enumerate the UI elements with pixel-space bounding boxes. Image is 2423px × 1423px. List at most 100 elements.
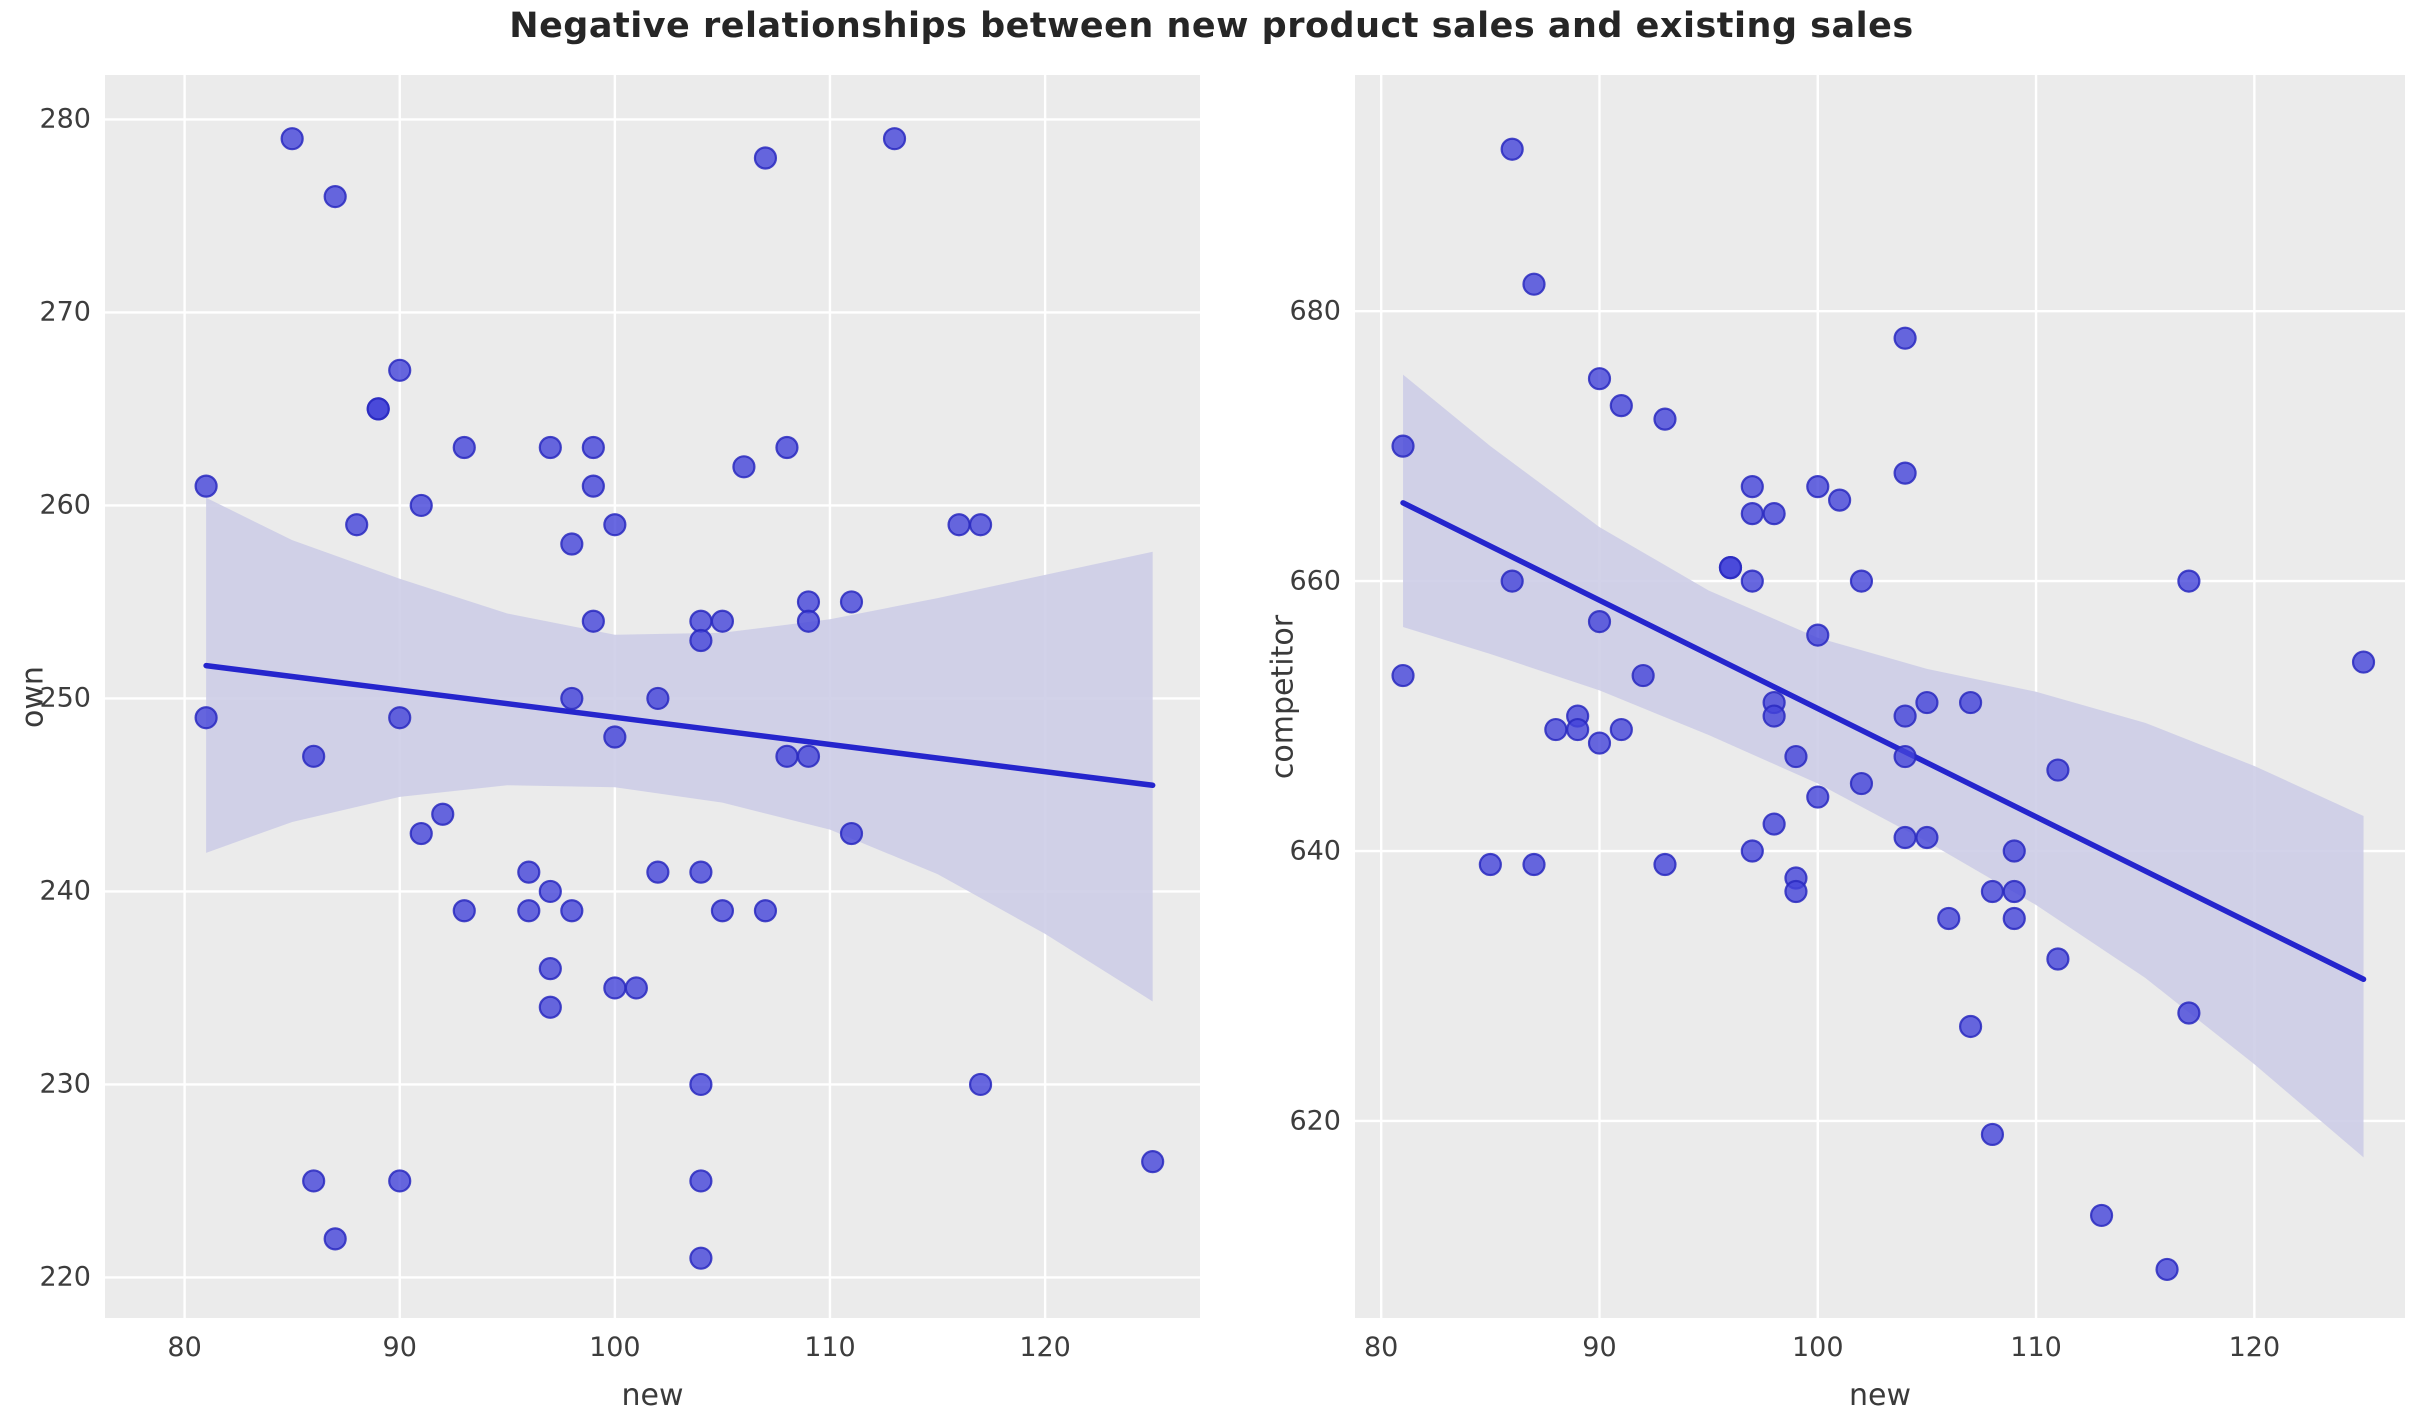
data-point <box>624 976 648 1000</box>
x-tick-label: 80 <box>167 1332 202 1363</box>
data-point <box>775 435 799 460</box>
data-point <box>2002 839 2026 863</box>
data-point <box>839 821 864 846</box>
data-point <box>689 628 713 653</box>
data-point <box>452 899 476 923</box>
data-point <box>1980 1122 2005 1147</box>
data-point <box>538 957 562 981</box>
data-point <box>1806 623 1830 647</box>
x-tick-label: 90 <box>382 1332 417 1363</box>
data-point <box>560 532 584 556</box>
data-point <box>1718 556 1743 580</box>
data-point <box>646 686 670 711</box>
data-point <box>2155 1257 2179 1282</box>
data-point <box>1762 704 1786 728</box>
data-point <box>2046 947 2070 971</box>
data-point <box>194 706 218 730</box>
y-tick-label: 660 <box>1289 565 1341 597</box>
y-tick-label: 280 <box>39 103 91 135</box>
data-point <box>1740 569 1764 593</box>
data-point <box>2351 650 2376 674</box>
x-tick-label: 100 <box>589 1332 641 1363</box>
x-tick-label: 110 <box>2010 1332 2062 1363</box>
data-point <box>1806 785 1830 809</box>
x-tick-label: 110 <box>804 1332 856 1363</box>
data-point <box>1806 475 1830 499</box>
data-point <box>689 860 713 884</box>
data-point <box>1893 704 1917 728</box>
data-point <box>1915 825 1939 850</box>
data-point <box>1500 569 1524 593</box>
data-point <box>689 1246 713 1270</box>
y-tick-label: 640 <box>1289 835 1341 867</box>
data-point <box>2002 906 2026 931</box>
data-point <box>1740 502 1764 526</box>
data-point <box>1653 407 1677 431</box>
data-point <box>388 1169 412 1193</box>
x-tick-label: 100 <box>1792 1332 1844 1363</box>
data-point <box>560 686 584 711</box>
data-point <box>1937 906 1961 931</box>
data-point <box>538 995 562 1019</box>
data-point <box>538 879 562 904</box>
data-point <box>603 976 627 1000</box>
data-point <box>2089 1203 2114 1228</box>
y-tick-label: 240 <box>39 875 91 907</box>
data-point <box>646 860 670 884</box>
y-axis-label: competitor <box>1265 614 1301 779</box>
y-tick-label: 230 <box>39 1068 91 1100</box>
regression-line <box>1400 500 2367 982</box>
data-point <box>839 590 864 614</box>
confidence-band <box>1403 374 2364 1158</box>
data-point <box>1544 717 1568 742</box>
data-point <box>560 899 584 923</box>
figure-title: Negative relationships between new produ… <box>509 6 1914 46</box>
data-point <box>345 513 369 537</box>
x-axis-label: new <box>621 1378 684 1413</box>
data-point <box>302 1169 326 1193</box>
data-point <box>1958 1014 1983 1039</box>
data-point <box>1653 852 1677 877</box>
data-point <box>1893 326 1917 350</box>
data-point <box>968 1072 993 1097</box>
data-point <box>603 513 627 537</box>
data-point <box>538 435 562 460</box>
confidence-band <box>206 497 1153 1002</box>
data-point <box>1141 1150 1165 1174</box>
data-point <box>1740 475 1764 499</box>
data-point <box>517 899 541 923</box>
data-point <box>1893 744 1917 769</box>
data-point <box>1958 690 1983 715</box>
data-point <box>323 1227 347 1251</box>
data-point <box>689 1072 713 1097</box>
data-point <box>1893 461 1917 485</box>
data-point <box>302 744 326 768</box>
data-point <box>968 513 993 537</box>
data-point <box>452 435 476 460</box>
data-point <box>581 474 605 498</box>
data-point <box>1631 663 1655 688</box>
data-point <box>1762 502 1786 526</box>
data-point <box>2046 758 2070 782</box>
y-tick-label: 220 <box>39 1261 91 1293</box>
data-point <box>1566 717 1590 742</box>
data-point <box>581 435 605 460</box>
data-point <box>323 184 347 209</box>
data-point <box>280 127 304 151</box>
data-point <box>882 127 907 151</box>
data-point <box>1522 852 1546 877</box>
y-tick-label: 270 <box>39 296 91 328</box>
data-point <box>2177 1001 2201 1025</box>
y-tick-label: 260 <box>39 489 91 521</box>
data-point <box>431 802 455 826</box>
data-point <box>1915 690 1939 715</box>
data-point <box>1980 879 2005 904</box>
data-point <box>732 455 756 479</box>
x-tick-label: 90 <box>1582 1332 1617 1363</box>
data-point <box>517 860 541 884</box>
data-point <box>1849 771 1874 796</box>
y-tick-label: 620 <box>1289 1105 1341 1137</box>
x-tick-label: 80 <box>1364 1332 1399 1363</box>
data-point <box>689 609 713 633</box>
